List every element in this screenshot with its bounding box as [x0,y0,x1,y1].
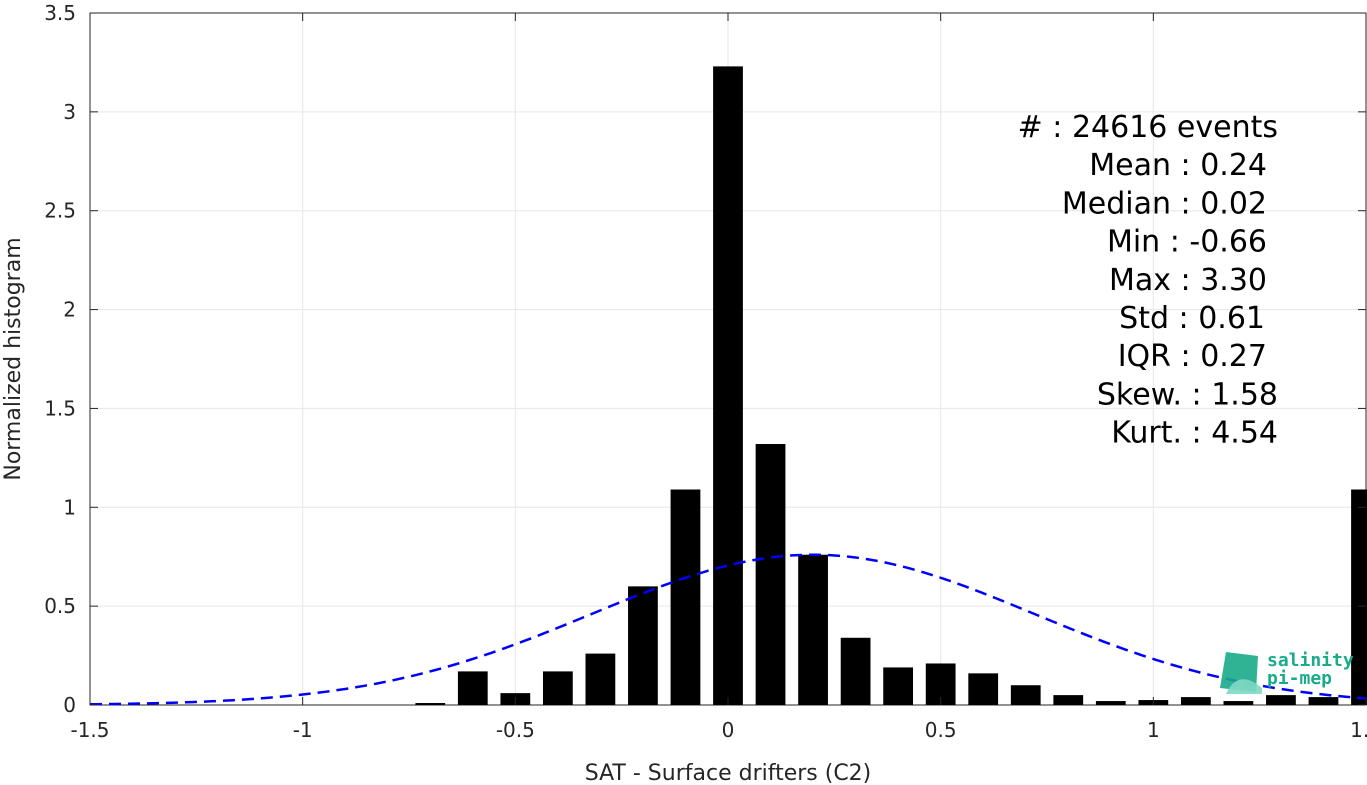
histogram-bar [585,653,616,705]
y-tick-label: 0 [63,693,76,717]
histogram-bar [1308,697,1339,705]
stat-line: Kurt. : 4.54 [1111,416,1278,451]
x-tick-label: -1 [293,718,313,742]
histogram-bar [840,637,871,705]
x-tick-label: -0.5 [496,718,535,742]
y-tick-label: 2 [63,298,76,322]
x-tick-label: 1.5 [1350,718,1367,742]
histogram-bar [755,444,786,705]
x-tick-label: 0.5 [925,718,957,742]
y-axis-ticks: 0 0.5 1 1.5 2 2.5 3 3.5 [44,1,1366,717]
stat-line: Max : 3.30 [1109,263,1267,298]
stat-line: IQR : 0.27 [1118,339,1267,374]
histogram-bar [883,667,914,705]
histogram-bar [542,671,573,705]
y-tick-label: 3 [63,100,76,124]
logo-shape [1226,679,1262,694]
histogram-bar [1180,697,1211,705]
histogram-bar [1095,701,1126,705]
histogram-bar [1053,695,1084,705]
stat-line: Std : 0.61 [1119,301,1265,336]
y-tick-label: 1 [63,495,76,519]
stat-line: Mean : 0.24 [1089,148,1267,183]
y-tick-label: 3.5 [44,1,76,25]
histogram-bar [968,673,999,705]
x-axis-label: SAT - Surface drifters (C2) [585,761,872,785]
y-axis-label: Normalized histogram [1,237,26,480]
y-tick-label: 0.5 [44,594,76,618]
histogram-bar [1010,685,1041,705]
histogram-bar [1223,701,1254,705]
histogram-bar [1266,695,1296,705]
histogram-bar [713,66,743,705]
stat-line: Min : -0.66 [1107,225,1267,260]
x-tick-label: -1.5 [70,718,109,742]
stat-line: Skew. : 1.58 [1097,377,1278,412]
x-tick-label: 1 [1147,718,1160,742]
histogram-bar [457,671,488,705]
histogram-bar [1351,489,1367,705]
histogram-bars [415,66,1367,705]
logo-text-line1: salinity [1267,650,1354,671]
y-tick-label: 2.5 [44,199,76,223]
logo-text-line2: pi-mep [1267,668,1332,689]
x-axis-ticks: -1.5 -1 -0.5 0 0.5 1 1.5 [70,13,1367,742]
gaussian-fit-curve [89,553,1367,706]
y-tick-label: 1.5 [44,396,76,420]
histogram-bar [628,586,658,705]
x-tick-label: 0 [722,718,735,742]
stat-line: Median : 0.02 [1062,186,1267,221]
stat-line: # : 24616 events [1018,110,1278,145]
histogram-bar [670,489,701,705]
histogram-bar [415,703,446,705]
histogram-bar [798,554,828,705]
